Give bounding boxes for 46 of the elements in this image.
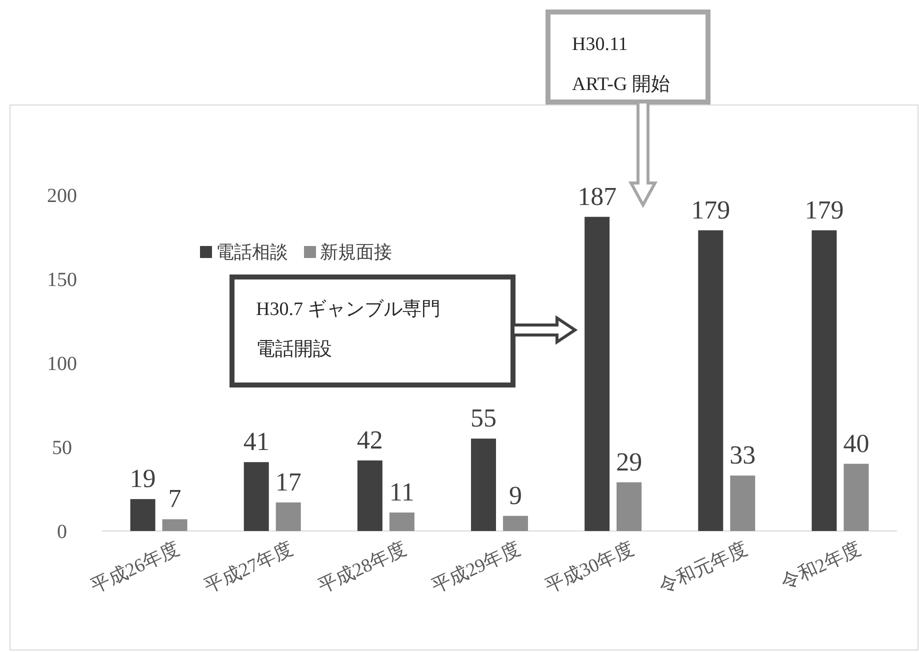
y-tick-label: 100 [47,353,77,375]
text: ART-G 開始 [572,74,670,95]
x-tick-label: 平成27年度 [201,538,296,598]
y-tick-label: 50 [52,437,72,459]
x-tick-label: 令和2年度 [778,538,864,594]
x-tick-label: 平成26年度 [88,538,183,598]
data-label: 17 [275,467,302,496]
bar [130,499,156,531]
data-label: 19 [130,464,156,494]
x-tick-label: 平成29年度 [428,538,524,598]
bar [698,230,724,531]
data-label: 179 [691,195,730,224]
bar [730,476,756,531]
data-label: 29 [616,447,642,476]
x-tick-label: 令和元年度 [655,538,751,598]
data-label: 7 [168,484,182,514]
data-label: 55 [470,404,496,433]
y-tick-label: 150 [47,269,77,291]
y-tick-label: 200 [47,185,77,207]
bar [244,462,269,531]
annotation: H30.7 ギャンブル専門 [256,299,441,320]
bar [812,230,837,531]
bar [616,482,642,531]
data-label: 11 [389,478,414,507]
bar [844,464,869,531]
y-tick-label: 0 [57,521,67,543]
data-label: 33 [730,440,756,470]
annotation: 電話開設 [256,339,332,360]
x-tick-label: 平成30年度 [542,538,638,598]
bar [503,516,528,531]
bar [357,460,382,531]
data-label: 187 [578,182,617,211]
data-label: 40 [843,428,870,458]
data-label: 9 [509,480,522,510]
legend-label: 新規面接 [320,242,392,262]
text: H30.11 [572,34,628,55]
x-tick-label: 平成28年度 [314,538,410,598]
data-label: 179 [804,195,844,224]
legend-label: 電話相談 [216,242,288,262]
bar [471,438,496,531]
data-label: 41 [243,427,270,456]
bar [162,519,188,531]
data-label: 42 [356,425,383,454]
bar [584,216,610,531]
bar [389,512,414,531]
bar [276,502,301,531]
